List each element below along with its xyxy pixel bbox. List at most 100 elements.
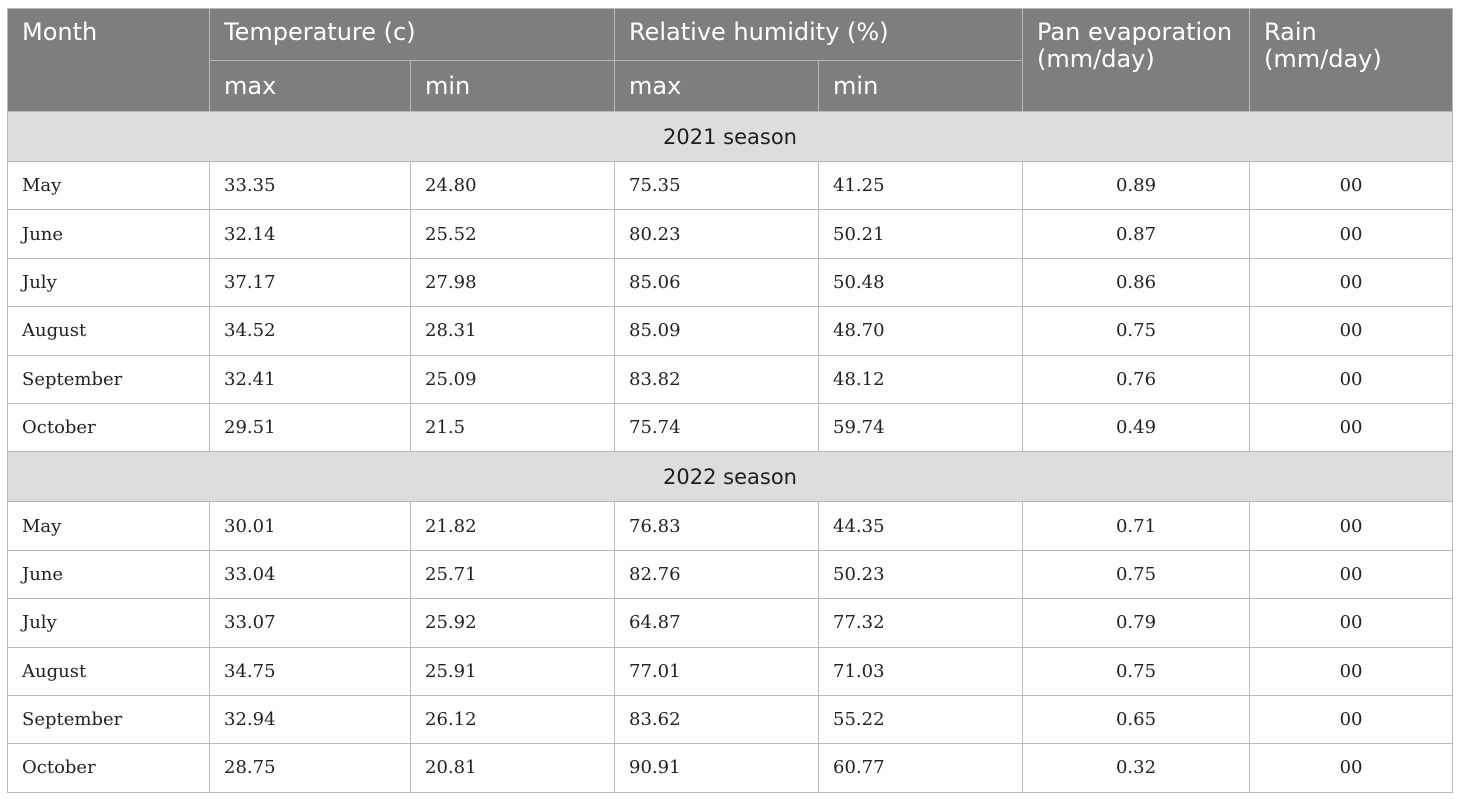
cell-humidity-max: 76.83: [614, 501, 820, 551]
cell-temperature-max: 30.01: [209, 501, 411, 551]
cell-rain: 00: [1249, 306, 1454, 356]
table-row: June 32.14 25.52 80.23 50.21 0.87 00: [7, 209, 1454, 259]
cell-humidity-min: 59.74: [818, 402, 1024, 453]
cell-month: August: [7, 306, 210, 356]
cell-humidity-max: 85.09: [614, 306, 820, 356]
cell-temperature-min: 24.80: [409, 160, 616, 211]
header-humidity-max: max: [614, 60, 820, 112]
cell-month: May: [7, 501, 210, 551]
cell-pan-evaporation: 0.75: [1022, 549, 1251, 600]
cell-humidity-min: 48.70: [818, 306, 1024, 356]
cell-temperature-min: 25.92: [409, 598, 616, 648]
season-row: 2021 season: [6, 111, 1454, 162]
cell-temperature-min: 25.91: [409, 646, 616, 696]
cell-humidity-max: 90.91: [614, 743, 820, 793]
cell-humidity-min: 50.23: [818, 549, 1024, 600]
cell-temperature-min: 27.98: [409, 257, 616, 308]
cell-temperature-max: 33.04: [209, 549, 411, 600]
cell-humidity-min: 71.03: [818, 646, 1024, 696]
cell-temperature-max: 32.14: [209, 209, 411, 259]
cell-temperature-min: 25.52: [409, 209, 616, 259]
table-row: October 29.51 21.5 75.74 59.74 0.49 00: [7, 402, 1454, 453]
cell-temperature-min: 25.71: [409, 549, 616, 600]
season-row: 2022 season: [6, 451, 1454, 503]
cell-temperature-min: 21.82: [409, 501, 616, 551]
cell-humidity-max: 80.23: [614, 209, 820, 259]
cell-rain: 00: [1249, 402, 1454, 453]
cell-temperature-max: 29.51: [209, 402, 411, 453]
header-rain: Rain (mm/day): [1249, 8, 1454, 112]
table-row: May 30.01 21.82 76.83 44.35 0.71 00: [7, 501, 1454, 551]
cell-temperature-max: 33.35: [209, 160, 411, 211]
cell-month: August: [7, 646, 210, 696]
cell-rain: 00: [1249, 646, 1454, 696]
cell-pan-evaporation: 0.65: [1022, 694, 1251, 745]
cell-pan-evaporation: 0.32: [1022, 743, 1251, 793]
cell-temperature-min: 26.12: [409, 694, 616, 745]
cell-pan-evaporation: 0.86: [1022, 257, 1251, 308]
cell-temperature-min: 28.31: [409, 306, 616, 356]
cell-month: July: [7, 257, 210, 308]
cell-rain: 00: [1249, 694, 1454, 745]
cell-temperature-min: 21.5: [409, 402, 616, 453]
table-container: Month Temperature (c) Relative humidity …: [6, 8, 1454, 793]
weather-data-table: Month Temperature (c) Relative humidity …: [6, 8, 1454, 793]
table-row: September 32.41 25.09 83.82 48.12 0.76 00: [7, 354, 1454, 404]
cell-temperature-max: 33.07: [209, 598, 411, 648]
cell-temperature-max: 28.75: [209, 743, 411, 793]
header-pan-evaporation: Pan evaporation (mm/day): [1022, 8, 1251, 112]
table-row: June 33.04 25.71 82.76 50.23 0.75 00: [7, 549, 1454, 600]
cell-temperature-max: 34.52: [209, 306, 411, 356]
header-temperature-min: min: [409, 60, 616, 112]
cell-month: October: [7, 743, 210, 793]
cell-humidity-max: 83.62: [614, 694, 820, 745]
cell-humidity-min: 50.48: [818, 257, 1024, 308]
cell-humidity-min: 77.32: [818, 598, 1024, 648]
cell-humidity-min: 60.77: [818, 743, 1024, 793]
cell-humidity-max: 75.74: [614, 402, 820, 453]
season-label: 2022 season: [6, 451, 1454, 503]
cell-pan-evaporation: 0.71: [1022, 501, 1251, 551]
cell-temperature-max: 32.41: [209, 354, 411, 404]
table-row: August 34.52 28.31 85.09 48.70 0.75 00: [7, 306, 1454, 356]
header-month: Month: [7, 8, 210, 112]
cell-pan-evaporation: 0.75: [1022, 306, 1251, 356]
cell-rain: 00: [1249, 209, 1454, 259]
cell-month: July: [7, 598, 210, 648]
cell-temperature-max: 37.17: [209, 257, 411, 308]
cell-temperature-min: 20.81: [409, 743, 616, 793]
cell-rain: 00: [1249, 549, 1454, 600]
table-header: Month Temperature (c) Relative humidity …: [7, 8, 1454, 112]
cell-humidity-min: 55.22: [818, 694, 1024, 745]
cell-rain: 00: [1249, 160, 1454, 211]
header-relative-humidity: Relative humidity (%): [614, 8, 1024, 61]
cell-rain: 00: [1249, 501, 1454, 551]
cell-humidity-max: 85.06: [614, 257, 820, 308]
cell-rain: 00: [1249, 257, 1454, 308]
cell-temperature-min: 25.09: [409, 354, 616, 404]
cell-month: May: [7, 160, 210, 211]
season-label: 2021 season: [6, 111, 1454, 162]
cell-humidity-min: 50.21: [818, 209, 1024, 259]
cell-humidity-max: 77.01: [614, 646, 820, 696]
header-temperature: Temperature (c): [208, 8, 616, 61]
cell-month: October: [7, 402, 210, 453]
cell-humidity-max: 75.35: [614, 160, 820, 211]
table-row: August 34.75 25.91 77.01 71.03 0.75 00: [7, 646, 1454, 696]
cell-temperature-max: 32.94: [209, 694, 411, 745]
cell-humidity-max: 64.87: [614, 598, 820, 648]
cell-humidity-max: 83.82: [614, 354, 820, 404]
cell-rain: 00: [1249, 598, 1454, 648]
cell-humidity-min: 41.25: [818, 160, 1024, 211]
cell-pan-evaporation: 0.87: [1022, 209, 1251, 259]
cell-pan-evaporation: 0.76: [1022, 354, 1251, 404]
cell-humidity-max: 82.76: [614, 549, 820, 600]
cell-humidity-min: 44.35: [818, 501, 1024, 551]
cell-rain: 00: [1249, 354, 1454, 404]
cell-month: September: [7, 694, 210, 745]
cell-rain: 00: [1249, 743, 1454, 793]
table-row: July 33.07 25.92 64.87 77.32 0.79 00: [7, 598, 1454, 648]
cell-pan-evaporation: 0.75: [1022, 646, 1251, 696]
cell-humidity-min: 48.12: [818, 354, 1024, 404]
cell-pan-evaporation: 0.49: [1022, 402, 1251, 453]
